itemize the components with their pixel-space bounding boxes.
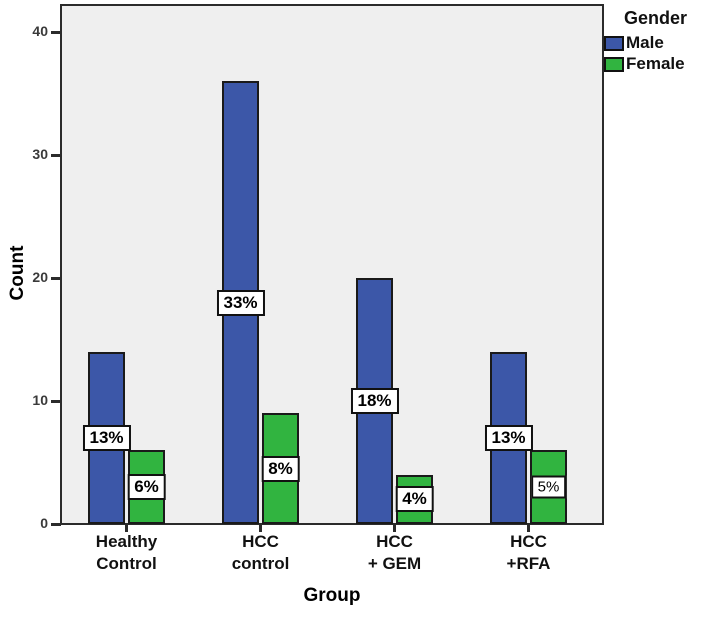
y-axis-tick <box>51 154 61 157</box>
x-category-label: HCC + GEM <box>368 531 421 575</box>
bar-label-male-0: 13% <box>82 424 131 451</box>
y-tick-label: 10 <box>32 392 48 408</box>
x-axis-tick <box>125 525 128 532</box>
legend-label-female: Female <box>626 54 685 73</box>
female-color-swatch-icon <box>604 56 624 72</box>
x-category-label-line: +RFA <box>506 554 551 573</box>
x-axis-title: Group <box>303 585 361 606</box>
y-tick-label: 30 <box>32 146 48 162</box>
x-category-label-line: HCC <box>376 532 413 551</box>
bar-label-male-3: 13% <box>484 424 533 451</box>
legend-label-male: Male <box>626 33 664 52</box>
x-category-label: Healthy Control <box>96 531 157 575</box>
y-axis-tick <box>51 31 61 34</box>
y-tick-label: 20 <box>32 269 48 285</box>
y-axis-tick <box>51 277 61 280</box>
legend-item-female: Female <box>604 54 708 74</box>
legend-item-male: Male <box>604 33 708 53</box>
x-category-label-line: HCC <box>242 532 279 551</box>
bar-label-male-2: 18% <box>350 388 399 414</box>
bar-label-female-1: 8% <box>261 455 300 482</box>
bar-label-female-0: 6% <box>127 474 166 501</box>
x-category-label: HCC control <box>232 531 290 575</box>
y-tick-label: 0 <box>40 515 48 531</box>
x-category-label-line: Control <box>96 554 157 573</box>
bar-label-female-2: 4% <box>395 486 434 513</box>
male-color-swatch-icon <box>604 35 624 51</box>
x-axis-tick <box>259 525 262 532</box>
y-axis-tick <box>51 400 61 403</box>
bar-label-female-3: 5% <box>530 475 567 499</box>
y-tick-label: 40 <box>32 23 48 39</box>
x-axis-tick <box>393 525 396 532</box>
x-category-label-line: + GEM <box>367 554 422 573</box>
legend-title: Gender <box>624 8 688 28</box>
bar-label-male-1: 33% <box>216 289 265 316</box>
x-category-label-line: HCC <box>510 532 547 551</box>
legend: Gender Male Female <box>604 8 708 75</box>
y-axis-tick <box>51 523 61 526</box>
x-axis-tick <box>527 525 530 532</box>
x-category-label: HCC +RFA <box>507 531 551 575</box>
x-category-label-line: control <box>231 554 290 573</box>
x-category-label-line: Healthy <box>95 532 158 551</box>
